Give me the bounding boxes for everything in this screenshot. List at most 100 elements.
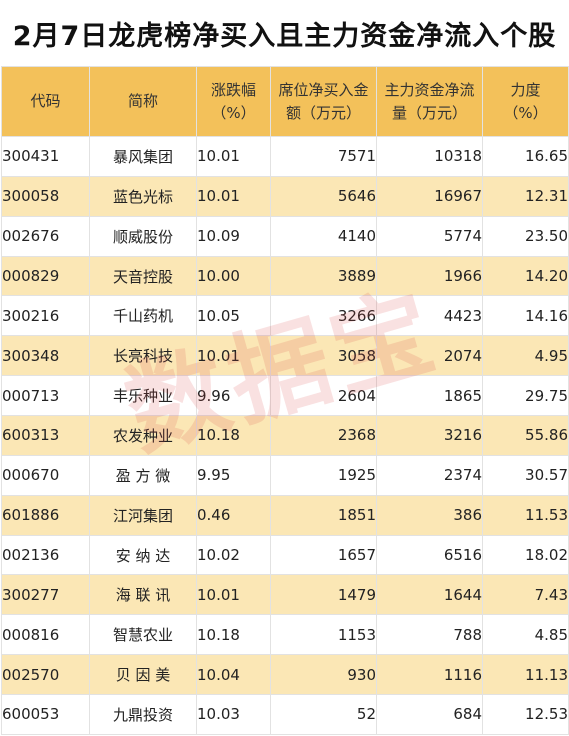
header-seat-net-line-1: 席位净买入金 bbox=[278, 80, 369, 99]
header-change-line-2: （%） bbox=[211, 103, 256, 122]
header-name-line: 简称 bbox=[127, 92, 158, 110]
header-strength: 力度 （%） bbox=[482, 66, 569, 137]
table-row: 300058 蓝色光标 10.01 5646 16967 12.31 bbox=[1, 175, 569, 217]
cell-change: 10.09 bbox=[196, 215, 271, 257]
table-body: 300431 暴风集团 10.01 7571 10318 16.65 300058 蓝色光标 1… bbox=[1, 136, 569, 735]
cell-code: 300277 bbox=[1, 574, 90, 616]
cell-name: 智慧农业 bbox=[89, 614, 197, 656]
cell-code: 002136 bbox=[1, 534, 90, 576]
cell-seat-net: 1153 bbox=[270, 614, 377, 656]
cell-name: 蓝色光标 bbox=[89, 175, 197, 217]
cell-seat-net: 1657 bbox=[270, 534, 377, 576]
cell-code: 300058 bbox=[1, 175, 90, 217]
cell-strength: 29.75 bbox=[482, 375, 569, 417]
cell-main-flow: 1116 bbox=[376, 654, 483, 696]
table-row: 000670 盈 方 微 9.95 1925 2374 30.57 bbox=[1, 454, 569, 496]
cell-change: 10.01 bbox=[196, 574, 271, 616]
table-row: 600053 九鼎投资 10.03 52 684 12.53 bbox=[1, 694, 569, 735]
cell-code: 600053 bbox=[1, 694, 90, 735]
cell-strength: 11.53 bbox=[482, 494, 569, 536]
cell-main-flow: 4423 bbox=[376, 295, 483, 337]
header-change-line-1: 涨跌幅 bbox=[210, 80, 256, 99]
cell-seat-net: 3058 bbox=[270, 335, 377, 377]
cell-change: 10.04 bbox=[196, 654, 271, 696]
cell-code: 600313 bbox=[1, 415, 90, 456]
cell-change: 10.18 bbox=[196, 415, 271, 456]
cell-change: 10.01 bbox=[196, 175, 271, 217]
header-change: 涨跌幅 （%） bbox=[196, 66, 271, 137]
cell-strength: 4.85 bbox=[482, 614, 569, 656]
cell-name: 安 纳 达 bbox=[89, 534, 197, 576]
cell-code: 300216 bbox=[1, 295, 90, 337]
header-main-flow-line-1: 主力资金净流 bbox=[384, 80, 475, 99]
cell-strength: 55.86 bbox=[482, 415, 569, 456]
cell-change: 10.01 bbox=[196, 335, 271, 377]
cell-name: 盈 方 微 bbox=[89, 454, 197, 496]
cell-main-flow: 788 bbox=[376, 614, 483, 656]
cell-strength: 12.53 bbox=[482, 694, 569, 735]
table-header-row: 代码 简称 涨跌幅 （%） 席位净买入金 额（万元） 主力资金净流 量（万元） … bbox=[1, 66, 569, 137]
cell-main-flow: 386 bbox=[376, 494, 483, 536]
cell-strength: 18.02 bbox=[482, 534, 569, 576]
header-main-flow: 主力资金净流 量（万元） bbox=[376, 66, 483, 137]
table-row: 300216 千山药机 10.05 3266 4423 14.16 bbox=[1, 295, 569, 337]
header-seat-net-line-2: 额（万元） bbox=[285, 103, 361, 122]
cell-seat-net: 52 bbox=[270, 694, 377, 735]
cell-code: 000670 bbox=[1, 454, 90, 496]
table-row: 002136 安 纳 达 10.02 1657 6516 18.02 bbox=[1, 534, 569, 576]
cell-code: 601886 bbox=[1, 494, 90, 536]
page-title: 2月7日龙虎榜净买入且主力资金净流入个股 bbox=[12, 20, 557, 52]
cell-strength: 7.43 bbox=[482, 574, 569, 616]
cell-seat-net: 7571 bbox=[270, 136, 377, 177]
cell-name: 江河集团 bbox=[89, 494, 197, 536]
table-row: 601886 江河集团 0.46 1851 386 11.53 bbox=[1, 494, 569, 536]
header-code: 代码 bbox=[1, 66, 90, 137]
table-row: 000713 丰乐种业 9.96 2604 1865 29.75 bbox=[1, 375, 569, 417]
cell-name: 暴风集团 bbox=[89, 136, 197, 177]
cell-strength: 30.57 bbox=[482, 454, 569, 496]
cell-seat-net: 3889 bbox=[270, 255, 377, 297]
cell-strength: 16.65 bbox=[482, 136, 569, 177]
cell-name: 天音控股 bbox=[89, 255, 197, 297]
cell-change: 10.18 bbox=[196, 614, 271, 656]
header-main-flow-line-2: 量（万元） bbox=[391, 103, 467, 122]
header-strength-line-1: 力度 bbox=[510, 80, 541, 99]
cell-change: 9.95 bbox=[196, 454, 271, 496]
cell-strength: 14.20 bbox=[482, 255, 569, 297]
cell-name: 顺威股份 bbox=[89, 215, 197, 257]
cell-seat-net: 4140 bbox=[270, 215, 377, 257]
cell-main-flow: 684 bbox=[376, 694, 483, 735]
cell-main-flow: 2374 bbox=[376, 454, 483, 496]
cell-change: 10.00 bbox=[196, 255, 271, 297]
cell-code: 002570 bbox=[1, 654, 90, 696]
cell-main-flow: 1644 bbox=[376, 574, 483, 616]
cell-main-flow: 1966 bbox=[376, 255, 483, 297]
cell-seat-net: 1479 bbox=[270, 574, 377, 616]
cell-change: 9.96 bbox=[196, 375, 271, 417]
cell-code: 300348 bbox=[1, 335, 90, 377]
cell-strength: 12.31 bbox=[482, 175, 569, 217]
cell-seat-net: 1851 bbox=[270, 494, 377, 536]
cell-name: 农发种业 bbox=[89, 415, 197, 456]
table-row: 002570 贝 因 美 10.04 930 1116 11.13 bbox=[1, 654, 569, 696]
cell-name: 贝 因 美 bbox=[89, 654, 197, 696]
header-strength-line-2: （%） bbox=[503, 103, 548, 122]
table-row: 000816 智慧农业 10.18 1153 788 4.85 bbox=[1, 614, 569, 656]
cell-strength: 14.16 bbox=[482, 295, 569, 337]
cell-main-flow: 16967 bbox=[376, 175, 483, 217]
cell-main-flow: 3216 bbox=[376, 415, 483, 456]
cell-code: 300431 bbox=[1, 136, 90, 177]
cell-seat-net: 5646 bbox=[270, 175, 377, 217]
cell-change: 10.03 bbox=[196, 694, 271, 735]
cell-name: 丰乐种业 bbox=[89, 375, 197, 417]
cell-code: 002676 bbox=[1, 215, 90, 257]
cell-seat-net: 1925 bbox=[270, 454, 377, 496]
cell-main-flow: 5774 bbox=[376, 215, 483, 257]
cell-change: 10.05 bbox=[196, 295, 271, 337]
table-row: 300277 海 联 讯 10.01 1479 1644 7.43 bbox=[1, 574, 569, 616]
table-row: 300431 暴风集团 10.01 7571 10318 16.65 bbox=[1, 136, 569, 177]
cell-name: 海 联 讯 bbox=[89, 574, 197, 616]
cell-change: 10.02 bbox=[196, 534, 271, 576]
cell-main-flow: 10318 bbox=[376, 136, 483, 177]
cell-code: 000829 bbox=[1, 255, 90, 297]
